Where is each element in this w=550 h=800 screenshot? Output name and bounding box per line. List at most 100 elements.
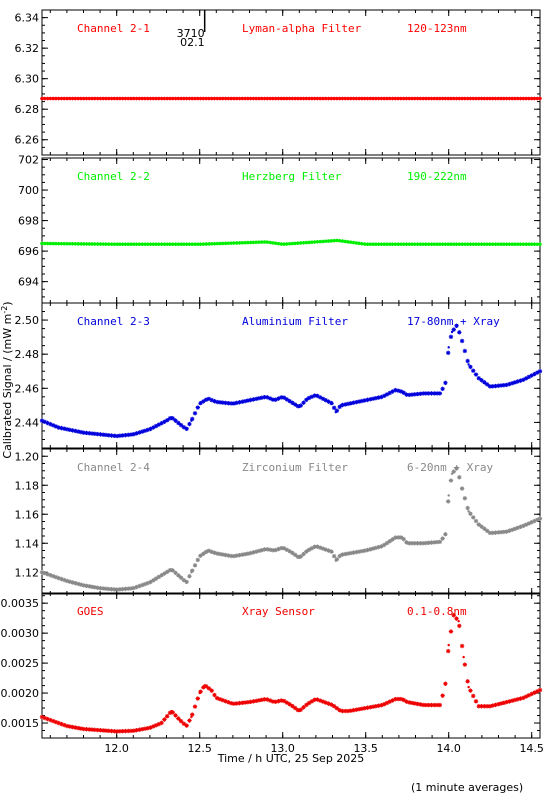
data-point [490,384,495,389]
data-point [78,726,84,731]
data-point [421,242,425,247]
data-point [418,242,423,247]
data-point [204,96,208,101]
data-point [67,724,73,729]
data-point [334,706,340,711]
data-point [226,700,231,705]
data-point [173,96,178,101]
data-point [279,698,284,703]
data-point [462,655,465,659]
data-point [315,697,320,702]
data-point [538,688,542,692]
data-point [426,540,431,546]
data-point [126,96,131,101]
data-point [62,577,67,583]
x-tick-label: 13.0 [270,742,295,755]
data-point [273,397,278,402]
data-point [284,547,290,552]
data-point [292,402,298,407]
data-point [429,702,434,708]
data-point [499,96,503,101]
data-point [226,553,231,558]
data-point [287,96,292,101]
data-point [496,702,501,707]
data-point [444,682,447,686]
data-point [468,364,473,370]
data-point [398,389,404,394]
data-point [145,242,150,247]
data-point [170,96,175,101]
data-point [259,547,264,553]
data-point [109,433,114,438]
data-point [482,242,487,247]
data-point [154,96,158,101]
data-point [134,584,139,590]
data-point [312,697,317,702]
data-point [234,96,239,101]
data-point [434,539,440,545]
data-point [381,395,384,399]
data-point [395,696,401,702]
data-point [360,241,364,246]
data-point [365,96,370,101]
data-point [422,542,425,545]
data-point [148,96,153,101]
data-point [424,96,428,101]
data-point [284,700,290,705]
data-point [521,242,526,247]
filter-label: Zirconium Filter [242,461,348,474]
data-point [418,541,423,546]
data-point [289,703,293,707]
data-point [190,571,193,574]
data-point [401,697,406,703]
data-point [59,721,64,727]
data-point [482,526,487,531]
data-point [384,392,390,397]
data-point [176,420,181,426]
data-point [401,390,406,395]
data-point [240,700,245,706]
data-point [310,96,314,101]
data-point [212,241,217,246]
data-point [120,242,125,247]
data-point [465,242,470,247]
data-point [148,428,152,431]
data-point [385,96,389,101]
data-point [339,553,342,557]
data-point [170,242,175,247]
data-point [223,552,228,558]
data-point [496,96,501,101]
data-point [351,240,356,245]
data-point [535,96,540,101]
data-point [170,416,173,419]
filter-label: Aluminium Filter [242,315,348,328]
data-point [347,709,351,713]
data-point [256,396,262,401]
data-point [143,242,147,247]
data-point [295,554,301,560]
data-point [134,96,139,101]
data-point [368,242,373,247]
data-point [254,549,259,554]
data-point [382,542,387,548]
data-point [167,568,173,573]
data-point [298,709,301,713]
channel-label: Channel 2-3 [77,315,150,328]
data-point [128,728,134,734]
data-point [371,96,375,101]
data-point [170,568,175,573]
data-point [56,720,61,726]
data-point [509,698,515,703]
data-point [79,96,83,101]
data-point [387,699,392,704]
data-point [326,548,331,553]
data-point [109,587,114,592]
data-point [390,389,395,394]
data-point [379,242,384,247]
data-point [440,96,445,101]
data-point [231,702,235,706]
y-axis-label-main: Calibrated Signal / (mW m [1,314,14,459]
y-tick-label: 2.48 [15,348,40,361]
data-point [190,712,195,717]
data-point [493,530,498,535]
